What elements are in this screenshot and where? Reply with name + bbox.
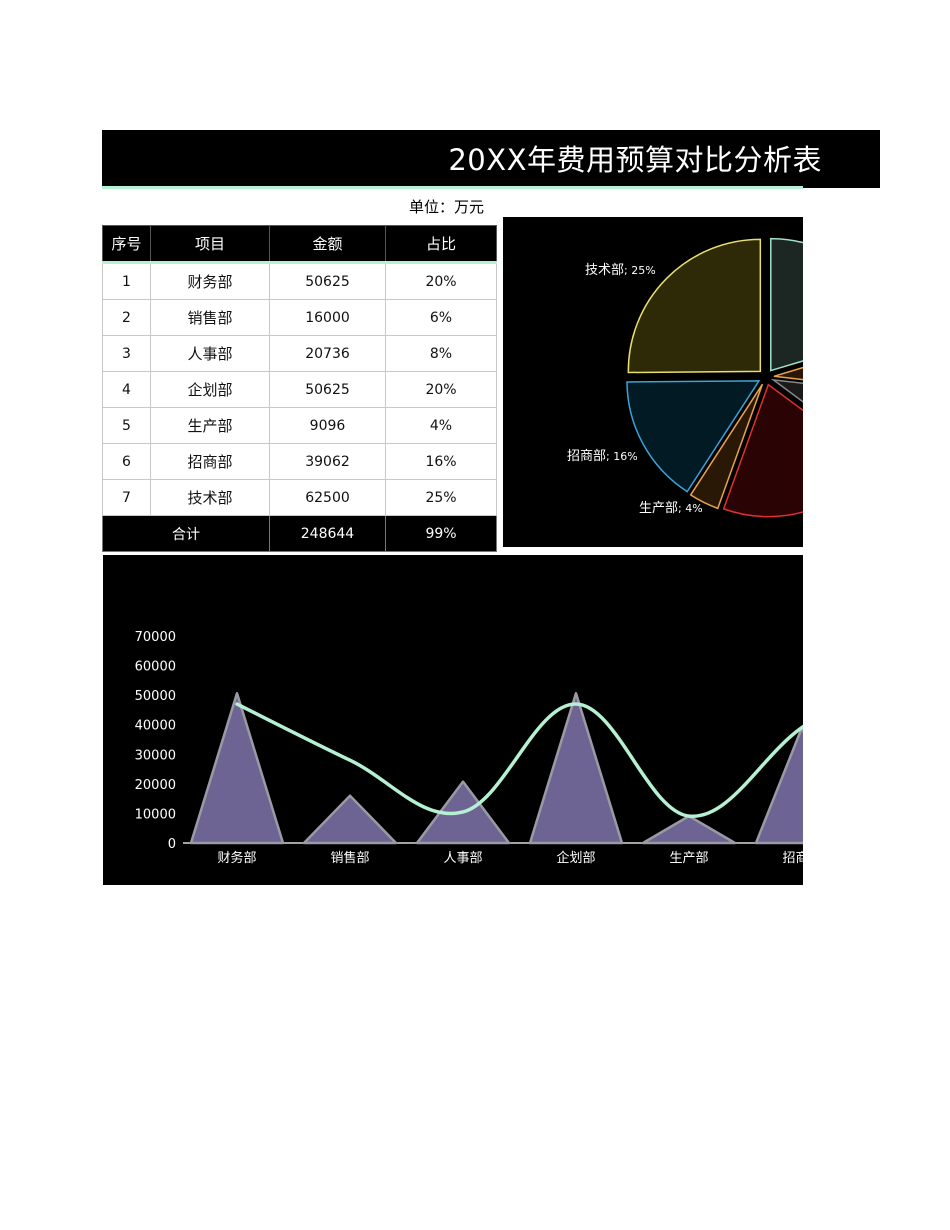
cell-amount[interactable]: 9096 — [269, 407, 386, 444]
cell-department[interactable]: 招商部 — [150, 443, 270, 480]
total-label[interactable]: 合计 — [102, 515, 270, 552]
title-bar: 20XX年费用预算对比分析表 — [102, 130, 880, 188]
table-row: 1 财务部 50625 20% — [102, 262, 497, 300]
pie-data-label: 技术部; 25% — [585, 263, 656, 278]
pie-slice-5[interactable] — [689, 383, 764, 510]
cell-no[interactable]: 1 — [102, 262, 151, 300]
cell-department[interactable]: 财务部 — [150, 262, 270, 300]
area-peak[interactable] — [528, 692, 624, 845]
pie-slice-7[interactable] — [627, 238, 762, 374]
area-peak[interactable] — [641, 814, 737, 845]
area-chart-panel[interactable]: 0 10000 20000 30000 40000 50000 60000 70000 财务部 销… — [103, 555, 803, 885]
total-amount[interactable]: 248644 — [269, 515, 386, 552]
column-header-item[interactable]: 项目 — [150, 225, 270, 264]
page-title: 20XX年费用预算对比分析表 — [448, 143, 822, 177]
cell-amount[interactable]: 16000 — [269, 299, 386, 336]
table-row: 5 生产部 9096 4% — [102, 407, 497, 444]
pie-slice-4[interactable] — [722, 383, 803, 518]
cell-no[interactable]: 7 — [102, 479, 151, 516]
cell-ratio[interactable]: 20% — [385, 262, 497, 300]
y-tick-label: 40000 — [135, 719, 176, 734]
cell-ratio[interactable]: 8% — [385, 335, 497, 372]
cell-amount[interactable]: 50625 — [269, 262, 386, 300]
pie-slice-2[interactable] — [773, 338, 803, 391]
column-header-ratio[interactable]: 占比 — [385, 225, 497, 264]
table-row: 7 技术部 62500 25% — [102, 479, 497, 516]
cell-department[interactable]: 生产部 — [150, 407, 270, 444]
unit-label: 单位：万元 — [408, 198, 484, 216]
column-header-amount[interactable]: 金额 — [269, 225, 386, 264]
y-tick-label: 30000 — [135, 748, 176, 763]
pie-chart-panel[interactable]: 技术部; 25% 招商部; 16% 生产部; 4% — [503, 217, 803, 547]
column-header-no[interactable]: 序号 — [102, 225, 151, 264]
area-peak[interactable] — [754, 726, 803, 845]
x-tick-label: 生产部 — [669, 851, 708, 866]
table-row: 4 企划部 50625 20% — [102, 371, 497, 408]
title-underline — [102, 186, 803, 189]
cell-amount[interactable]: 20736 — [269, 335, 386, 372]
cell-no[interactable]: 6 — [102, 443, 151, 480]
table-row: 2 销售部 16000 6% — [102, 299, 497, 336]
cell-department[interactable]: 企划部 — [150, 371, 270, 408]
budget-table: 序号 项目 金额 占比 1 财务部 50625 20% 2 销售部 16000 … — [102, 225, 497, 552]
cell-department[interactable]: 人事部 — [150, 335, 270, 372]
trend-line[interactable] — [235, 658, 803, 818]
cell-department[interactable]: 技术部 — [150, 479, 270, 516]
table-header-row: 序号 项目 金额 占比 — [102, 225, 497, 264]
cell-department[interactable]: 销售部 — [150, 299, 270, 336]
y-tick-label: 50000 — [135, 689, 176, 704]
pie-data-label: 招商部; 16% — [567, 449, 638, 464]
area-peak[interactable] — [189, 692, 285, 845]
cell-amount[interactable]: 50625 — [269, 371, 386, 408]
pie-chart: 技术部; 25% 招商部; 16% 生产部; 4% — [567, 237, 803, 518]
x-tick-label: 人事部 — [443, 851, 482, 866]
cell-no[interactable]: 4 — [102, 371, 151, 408]
y-tick-label: 20000 — [135, 778, 176, 793]
y-tick-label: 60000 — [135, 660, 176, 675]
cell-ratio[interactable]: 25% — [385, 479, 497, 516]
pie-slice-3[interactable] — [770, 378, 803, 458]
cell-no[interactable]: 5 — [102, 407, 151, 444]
cell-no[interactable]: 2 — [102, 299, 151, 336]
pie-slice-1[interactable] — [770, 237, 803, 372]
cell-ratio[interactable]: 4% — [385, 407, 497, 444]
x-tick-label: 招商部 — [782, 851, 803, 866]
x-tick-label: 销售部 — [330, 850, 369, 866]
cell-ratio[interactable]: 6% — [385, 299, 497, 336]
x-tick-label: 企划部 — [556, 850, 595, 866]
pie-data-label: 生产部; 4% — [639, 501, 703, 516]
area-peak[interactable] — [302, 794, 398, 845]
total-ratio[interactable]: 99% — [385, 515, 497, 552]
cell-ratio[interactable]: 16% — [385, 443, 497, 480]
y-tick-label: 70000 — [135, 630, 176, 645]
cell-amount[interactable]: 39062 — [269, 443, 386, 480]
cell-ratio[interactable]: 20% — [385, 371, 497, 408]
area-chart: 0 10000 20000 30000 40000 50000 60000 70000 财务部 销… — [135, 630, 803, 866]
y-tick-label: 0 — [168, 837, 176, 852]
x-tick-label: 财务部 — [217, 850, 256, 866]
table-row: 6 招商部 39062 16% — [102, 443, 497, 480]
cell-no[interactable]: 3 — [102, 335, 151, 372]
y-tick-label: 10000 — [135, 807, 176, 822]
table-row: 3 人事部 20736 8% — [102, 335, 497, 372]
pie-slice-6[interactable] — [626, 380, 761, 493]
total-row: 合计 248644 99% — [102, 515, 497, 552]
cell-amount[interactable]: 62500 — [269, 479, 386, 516]
